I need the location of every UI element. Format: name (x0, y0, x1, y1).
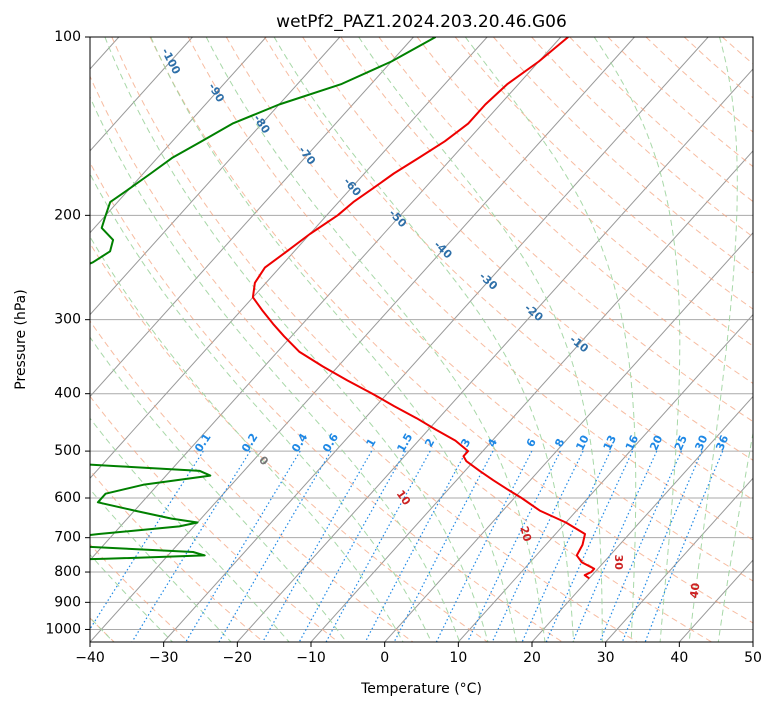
mixing-ratio-line (545, 450, 634, 642)
dewpoint-profile (90, 37, 437, 561)
x-axis-label: Temperature (°C) (360, 681, 482, 697)
isotherm-gridline (90, 37, 414, 398)
isotherm-gridline (90, 37, 267, 234)
axes: −40 −30 −20 −10 0 10 20 30 40 50 100 200 300 400 500 60… (45, 29, 762, 666)
x-tick-label: −20 (223, 650, 253, 666)
y-tick-label: 1000 (45, 621, 81, 637)
y-tick-label: 700 (54, 530, 81, 546)
x-tick-label: 10 (449, 650, 467, 666)
mixing-ratio-line (466, 450, 561, 642)
profiles (90, 37, 596, 580)
x-tick-label: 30 (597, 650, 615, 666)
x-tick-label: −30 (149, 650, 179, 666)
x-tick-label: −10 (296, 650, 326, 666)
moist-adiabat (717, 430, 753, 642)
moist-adiabat (205, 37, 546, 642)
dry-adiabat (302, 37, 753, 461)
temperature-profile (251, 37, 596, 580)
y-axis-label: Pressure (hPa) (13, 289, 29, 389)
mixing-ratio-line (298, 450, 406, 642)
x-tick-label: 20 (523, 650, 541, 666)
moist-adiabat (90, 235, 404, 642)
mixing-ratio-label: 25 (672, 433, 690, 452)
y-tick-label: 100 (54, 29, 81, 45)
dry-adiabat (90, 161, 563, 642)
x-tick-label: 50 (744, 650, 762, 666)
moist-adiabat-label: 40 (688, 582, 703, 599)
y-tick-label: 900 (54, 594, 81, 610)
mixing-ratio-label: 10 (573, 433, 592, 453)
dry-adiabat (340, 37, 753, 423)
moist-adiabat (688, 37, 738, 642)
dry-adiabat (90, 320, 414, 642)
moist-adiabat-label: 20 (517, 525, 534, 543)
mixing-ratio-line (131, 450, 251, 642)
y-tick-label: 300 (54, 312, 81, 328)
x-tick-label: 0 (380, 650, 389, 666)
moist-adiabat (90, 95, 461, 642)
moist-adiabat (104, 37, 489, 642)
mixing-ratio-line (325, 450, 431, 642)
background-lines (90, 37, 775, 642)
moist-adiabat (358, 37, 603, 642)
mixing-ratio-line (521, 450, 611, 642)
moist-adiabat (90, 488, 232, 642)
isotherm-gridline (236, 68, 753, 642)
dry-adiabat (90, 395, 339, 642)
isotherm-gridline (163, 37, 709, 642)
isotherm-gridline (90, 37, 341, 316)
isotherm-gridline (90, 37, 193, 152)
mixing-ratio-line (491, 450, 584, 642)
mixing-ratio-line (644, 450, 724, 642)
isotherm-gridline (90, 37, 488, 480)
mixing-ratio-line (621, 450, 703, 642)
dry-adiabat (90, 242, 488, 642)
moist-adiabat-label: 30 (612, 555, 625, 571)
moist-adiabat (90, 417, 290, 642)
isotherm-gridline (384, 231, 753, 642)
dry-adiabat (761, 37, 775, 642)
dry-adiabat (378, 37, 753, 385)
moist-adiabat (593, 37, 681, 642)
dry-adiabat (90, 543, 190, 642)
mixing-ratio-label: 13 (601, 433, 619, 452)
mixing-ratio-line (364, 450, 467, 642)
dry-adiabat (111, 37, 712, 642)
isotherm-gridline (457, 313, 753, 642)
y-tick-label: 600 (54, 490, 81, 506)
y-tick-label: 800 (54, 564, 81, 580)
y-tick-label: 200 (54, 207, 81, 223)
mixing-ratio-line (393, 450, 494, 642)
moist-adiabat (90, 172, 432, 642)
isotherm-gridline (531, 395, 753, 642)
dry-adiabat (187, 37, 753, 582)
dry-adiabat (264, 37, 753, 501)
dry-adiabat (149, 37, 753, 624)
chart-title: wetPf2_PAZ1.2024.203.20.46.G06 (276, 12, 567, 32)
mixing-ratio-label: 16 (623, 433, 641, 453)
mixing-ratio-label: 36 (713, 433, 731, 452)
mixing-ratio-line (435, 450, 533, 642)
y-tick-label: 500 (54, 443, 81, 459)
moist-adiabat (464, 37, 637, 642)
y-tick-label: 400 (54, 386, 81, 402)
isotherm-gridline (90, 37, 635, 642)
plot-frame (89, 36, 754, 643)
x-tick-label: −40 (75, 650, 105, 666)
mixing-ratio-line (262, 450, 373, 642)
x-tick-label: 40 (670, 650, 688, 666)
moist-adiabat (273, 37, 575, 642)
mixing-ratio-label: 30 (692, 433, 710, 453)
isotherm-gridline (605, 477, 753, 642)
moist-adiabat (150, 37, 517, 642)
mixing-ratio-label: 20 (647, 433, 665, 453)
isotherm-gridline (752, 641, 753, 642)
